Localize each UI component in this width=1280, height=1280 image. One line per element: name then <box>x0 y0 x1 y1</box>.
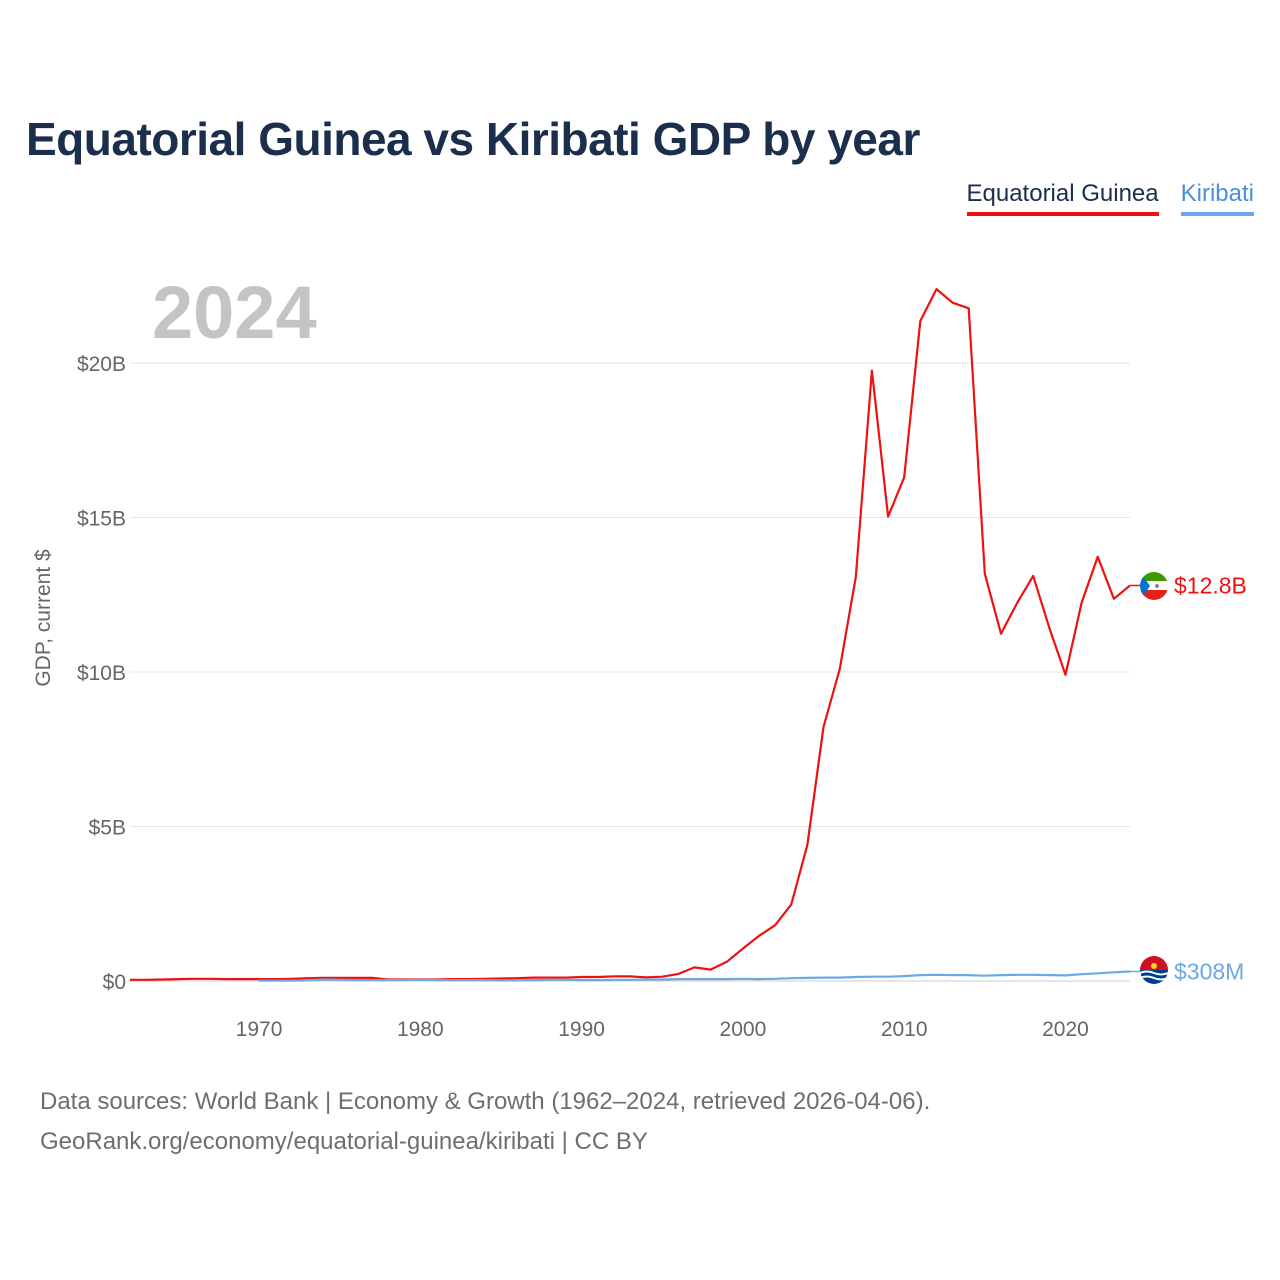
x-tick-label: 1970 <box>236 1018 283 1041</box>
y-axis-label: GDP, current $ <box>32 549 55 687</box>
y-tick-label: $15B <box>77 508 126 531</box>
series-line-kiribati <box>259 970 1131 982</box>
x-tick-label: 2000 <box>720 1018 767 1041</box>
series-line-equatorial-guinea <box>130 288 1131 981</box>
x-tick-label: 2010 <box>881 1018 928 1041</box>
end-value-label-kiribati: $308M <box>1174 958 1244 984</box>
x-tick-label: 1990 <box>558 1018 605 1041</box>
y-tick-label: $20B <box>77 353 126 376</box>
legend-item-equatorial-guinea[interactable]: Equatorial Guinea <box>966 180 1159 216</box>
end-value-label-equatorial-guinea: $12.8B <box>1174 572 1247 598</box>
kiribati-flag-icon <box>1140 956 1168 984</box>
equatorial-guinea-flag-icon <box>1140 572 1168 600</box>
x-tick-label: 1980 <box>397 1018 444 1041</box>
data-sources: Data sources: World Bank | Economy & Gro… <box>40 1088 931 1115</box>
legend: Equatorial Guinea Kiribati <box>966 180 1254 216</box>
year-overlay: 2024 <box>152 271 317 354</box>
footer: Data sources: World Bank | Economy & Gro… <box>40 1082 930 1162</box>
chart-title: Equatorial Guinea vs Kiribati GDP by yea… <box>26 113 920 165</box>
y-tick-label: $0 <box>103 971 126 994</box>
y-tick-label: $10B <box>77 662 126 685</box>
y-tick-label: $5B <box>89 817 126 840</box>
source-link[interactable]: GeoRank.org/economy/equatorial-guinea/ki… <box>40 1128 648 1155</box>
legend-item-kiribati[interactable]: Kiribati <box>1180 180 1254 216</box>
x-tick-label: 2020 <box>1042 1018 1089 1041</box>
